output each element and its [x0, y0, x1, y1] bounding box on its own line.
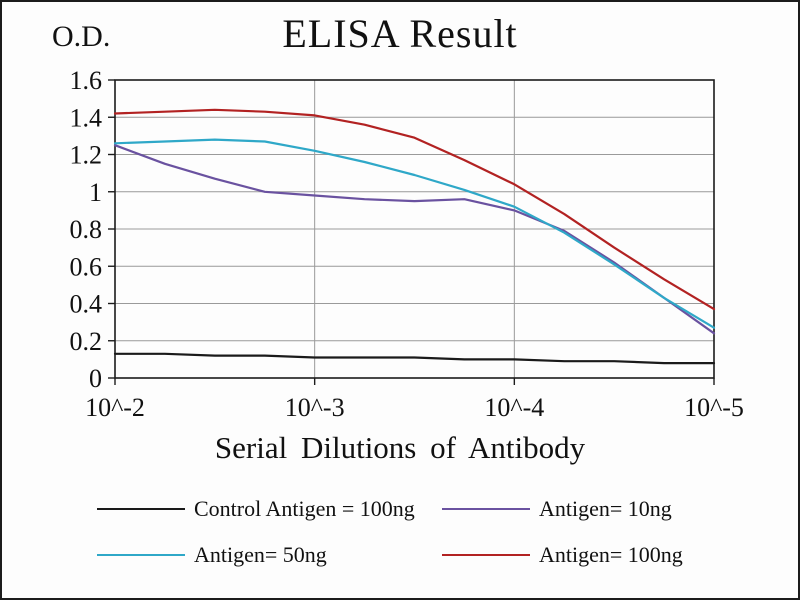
legend-label-antigen-50ng: Antigen= 50ng — [194, 542, 327, 567]
legend-line-sample-control-antigen-100ng — [97, 508, 185, 510]
x-tick-label: 10^-5 — [684, 393, 744, 422]
series-line-antigen-10ng — [113, 144, 716, 335]
legend-label-control-antigen-100ng: Control Antigen = 100ng — [194, 496, 415, 521]
x-tick-label: 10^-4 — [484, 393, 544, 422]
y-tick-label: 0.4 — [70, 290, 103, 319]
legend-label-antigen-100ng: Antigen= 100ng — [539, 542, 683, 567]
series-line-antigen-50ng — [113, 138, 716, 329]
x-tick-label: 10^-2 — [85, 393, 145, 422]
legend-item-antigen-10ng: Antigen= 10ng — [442, 496, 747, 522]
y-tick-label: 0 — [89, 364, 102, 393]
chart-title: ELISA Result — [282, 11, 518, 56]
legend-item-control-antigen-100ng: Control Antigen = 100ng — [97, 496, 442, 522]
line-chart-plot: 0 0.2 0.4 0.6 0.8 1 1.2 1.4 1.6 10^-2 10^-3 10^-4 10… — [70, 66, 744, 422]
legend-label-antigen-10ng: Antigen= 10ng — [539, 496, 672, 521]
legend-line-sample-antigen-10ng — [442, 508, 530, 510]
y-tick-label: 0.6 — [70, 252, 103, 281]
chart-legend: Control Antigen = 100ng Antigen= 10ng Anti… — [97, 496, 747, 568]
series-line-control-antigen-100ng — [113, 352, 716, 365]
legend-line-sample-antigen-100ng — [442, 554, 530, 556]
y-tick-label: 1.4 — [70, 103, 103, 132]
x-tick-label: 10^-3 — [285, 393, 345, 422]
legend-item-antigen-100ng: Antigen= 100ng — [442, 542, 747, 568]
y-tick-label: 1.6 — [70, 66, 103, 95]
y-axis-title: O.D. — [52, 20, 111, 53]
series-line-antigen-100ng — [113, 108, 716, 311]
x-axis-title: Serial Dilutions of Antibody — [214, 430, 586, 465]
legend-item-antigen-50ng: Antigen= 50ng — [97, 542, 442, 568]
y-tick-label: 1.2 — [70, 141, 103, 170]
legend-line-sample-antigen-50ng — [97, 554, 185, 556]
y-tick-label: 0.2 — [70, 327, 103, 356]
y-tick-label: 1 — [89, 178, 102, 207]
y-tick-label: 0.8 — [70, 215, 103, 244]
